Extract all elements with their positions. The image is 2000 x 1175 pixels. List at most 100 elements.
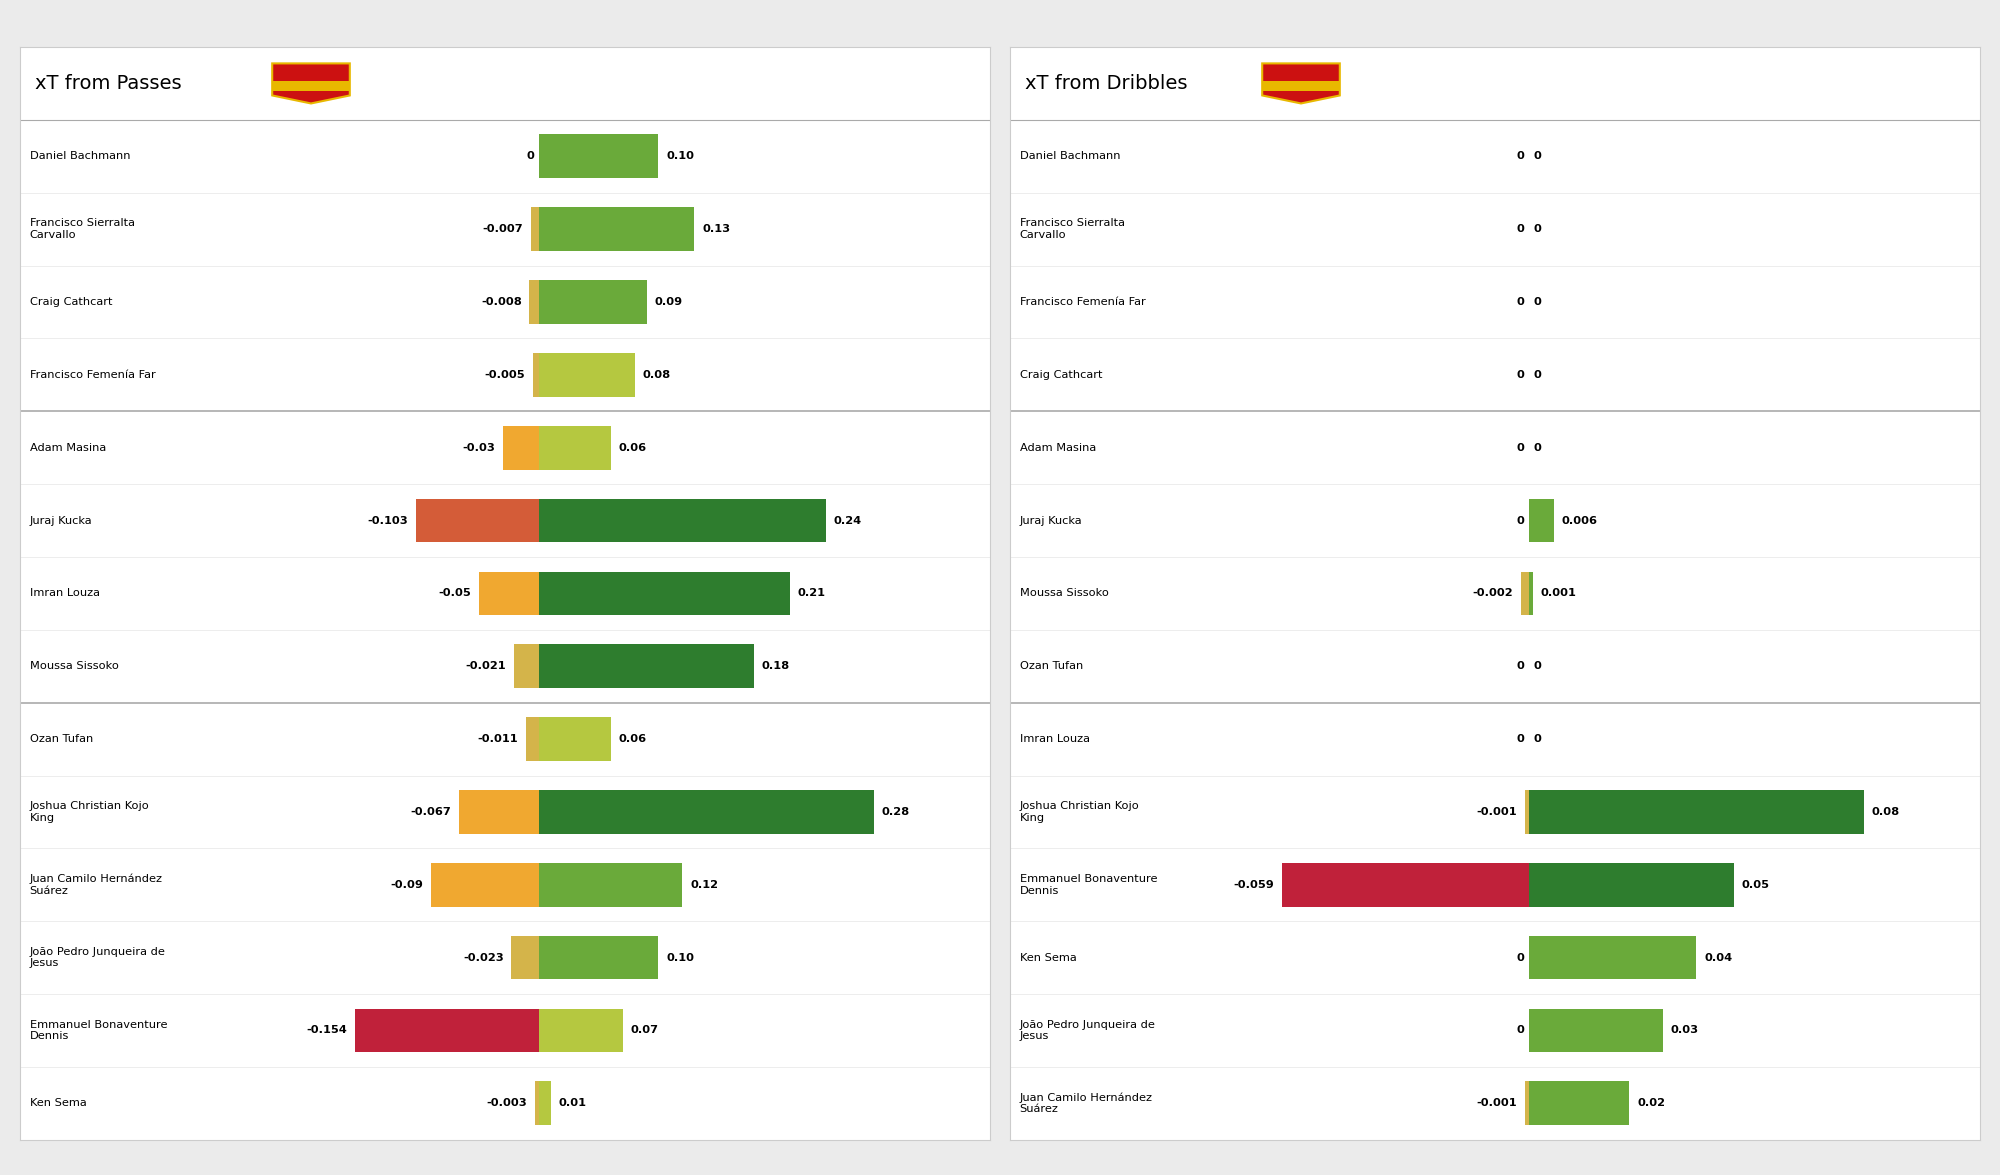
Text: -0.103: -0.103 [368, 516, 408, 525]
Bar [1528, 571, 1534, 616]
Text: 0.12: 0.12 [690, 880, 718, 889]
Text: -0.001: -0.001 [1476, 1099, 1518, 1108]
Bar [514, 644, 538, 689]
Bar [538, 280, 646, 324]
Polygon shape [1262, 81, 1340, 92]
Text: 0.13: 0.13 [702, 224, 730, 234]
Text: Adam Masina: Adam Masina [1020, 443, 1096, 452]
Text: 0.18: 0.18 [762, 662, 790, 671]
Bar [538, 571, 790, 616]
Text: -0.03: -0.03 [462, 443, 496, 452]
Text: Adam Masina: Adam Masina [30, 443, 106, 452]
Text: Francisco Sierralta
Carvallo: Francisco Sierralta Carvallo [30, 219, 134, 240]
Text: 0: 0 [1516, 297, 1524, 307]
Text: -0.05: -0.05 [438, 589, 472, 598]
Text: Daniel Bachmann: Daniel Bachmann [1020, 152, 1120, 161]
Text: Francisco Femenía Far: Francisco Femenía Far [30, 370, 156, 380]
Bar [1524, 1081, 1528, 1126]
Text: xT from Dribbles: xT from Dribbles [1024, 74, 1188, 93]
Text: 0: 0 [1516, 953, 1524, 962]
Text: 0: 0 [1516, 443, 1524, 452]
Text: 0: 0 [1534, 443, 1542, 452]
Bar [536, 1081, 538, 1126]
Bar [526, 717, 538, 761]
Bar [538, 352, 634, 397]
Text: 0.001: 0.001 [1540, 589, 1576, 598]
Bar [538, 134, 658, 179]
Text: Craig Cathcart: Craig Cathcart [1020, 370, 1102, 380]
Bar [480, 571, 538, 616]
Text: 0.06: 0.06 [618, 443, 646, 452]
Text: 0: 0 [1516, 152, 1524, 161]
Text: 0.05: 0.05 [1742, 880, 1770, 889]
Bar [530, 207, 538, 251]
Text: Craig Cathcart: Craig Cathcart [30, 297, 112, 307]
Bar [416, 498, 538, 543]
Text: -0.005: -0.005 [484, 370, 526, 380]
Text: João Pedro Junqueira de
Jesus: João Pedro Junqueira de Jesus [30, 947, 166, 968]
Text: 0.08: 0.08 [642, 370, 670, 380]
Text: 0.10: 0.10 [666, 953, 694, 962]
Text: 0.01: 0.01 [558, 1099, 586, 1108]
Text: 0.06: 0.06 [618, 734, 646, 744]
Bar [538, 644, 754, 689]
Text: 0: 0 [1534, 152, 1542, 161]
Text: 0.07: 0.07 [630, 1026, 658, 1035]
Bar [432, 862, 538, 907]
Text: Moussa Sissoko: Moussa Sissoko [30, 662, 118, 671]
Text: -0.021: -0.021 [466, 662, 506, 671]
Bar [458, 790, 538, 834]
Bar [538, 1008, 622, 1053]
Text: Francisco Sierralta
Carvallo: Francisco Sierralta Carvallo [1020, 219, 1124, 240]
Text: Juan Camilo Hernández
Suárez: Juan Camilo Hernández Suárez [30, 874, 162, 895]
Text: Ken Sema: Ken Sema [1020, 953, 1076, 962]
Text: 0.28: 0.28 [882, 807, 910, 817]
Text: -0.002: -0.002 [1472, 589, 1512, 598]
Text: 0.21: 0.21 [798, 589, 826, 598]
Text: 0: 0 [1516, 662, 1524, 671]
Polygon shape [272, 81, 350, 92]
Text: 0.08: 0.08 [1872, 807, 1900, 817]
Text: Joshua Christian Kojo
King: Joshua Christian Kojo King [30, 801, 150, 822]
Text: -0.003: -0.003 [486, 1099, 528, 1108]
Text: -0.008: -0.008 [480, 297, 522, 307]
Text: 0.04: 0.04 [1704, 953, 1732, 962]
Bar [538, 425, 610, 470]
Text: 0.24: 0.24 [834, 516, 862, 525]
Text: 0: 0 [1516, 734, 1524, 744]
Text: -0.09: -0.09 [390, 880, 424, 889]
Text: -0.011: -0.011 [478, 734, 518, 744]
Text: -0.059: -0.059 [1234, 880, 1274, 889]
Text: Imran Louza: Imran Louza [1020, 734, 1090, 744]
Bar [1524, 790, 1528, 834]
Text: 0.10: 0.10 [666, 152, 694, 161]
Text: 0.03: 0.03 [1670, 1026, 1698, 1035]
Bar [1528, 862, 1734, 907]
Text: -0.023: -0.023 [462, 953, 504, 962]
Text: Juraj Kucka: Juraj Kucka [1020, 516, 1082, 525]
Text: xT from Passes: xT from Passes [34, 74, 182, 93]
Text: Francisco Femenía Far: Francisco Femenía Far [1020, 297, 1146, 307]
Bar [504, 425, 538, 470]
Polygon shape [272, 63, 350, 103]
Text: -0.067: -0.067 [410, 807, 452, 817]
Text: Ozan Tufan: Ozan Tufan [30, 734, 92, 744]
Text: Moussa Sissoko: Moussa Sissoko [1020, 589, 1108, 598]
Bar [538, 717, 610, 761]
Bar [1528, 935, 1696, 980]
Text: -0.001: -0.001 [1476, 807, 1518, 817]
Bar [1528, 790, 1864, 834]
Bar [530, 280, 538, 324]
Text: 0: 0 [1534, 224, 1542, 234]
Bar [538, 862, 682, 907]
Text: -0.007: -0.007 [482, 224, 522, 234]
Text: 0: 0 [1534, 662, 1542, 671]
Bar [532, 352, 538, 397]
Text: Ken Sema: Ken Sema [30, 1099, 86, 1108]
Bar [512, 935, 538, 980]
Text: Imran Louza: Imran Louza [30, 589, 100, 598]
Bar [1528, 498, 1554, 543]
Text: João Pedro Junqueira de
Jesus: João Pedro Junqueira de Jesus [1020, 1020, 1156, 1041]
Bar [1528, 1008, 1662, 1053]
Bar [1520, 571, 1528, 616]
